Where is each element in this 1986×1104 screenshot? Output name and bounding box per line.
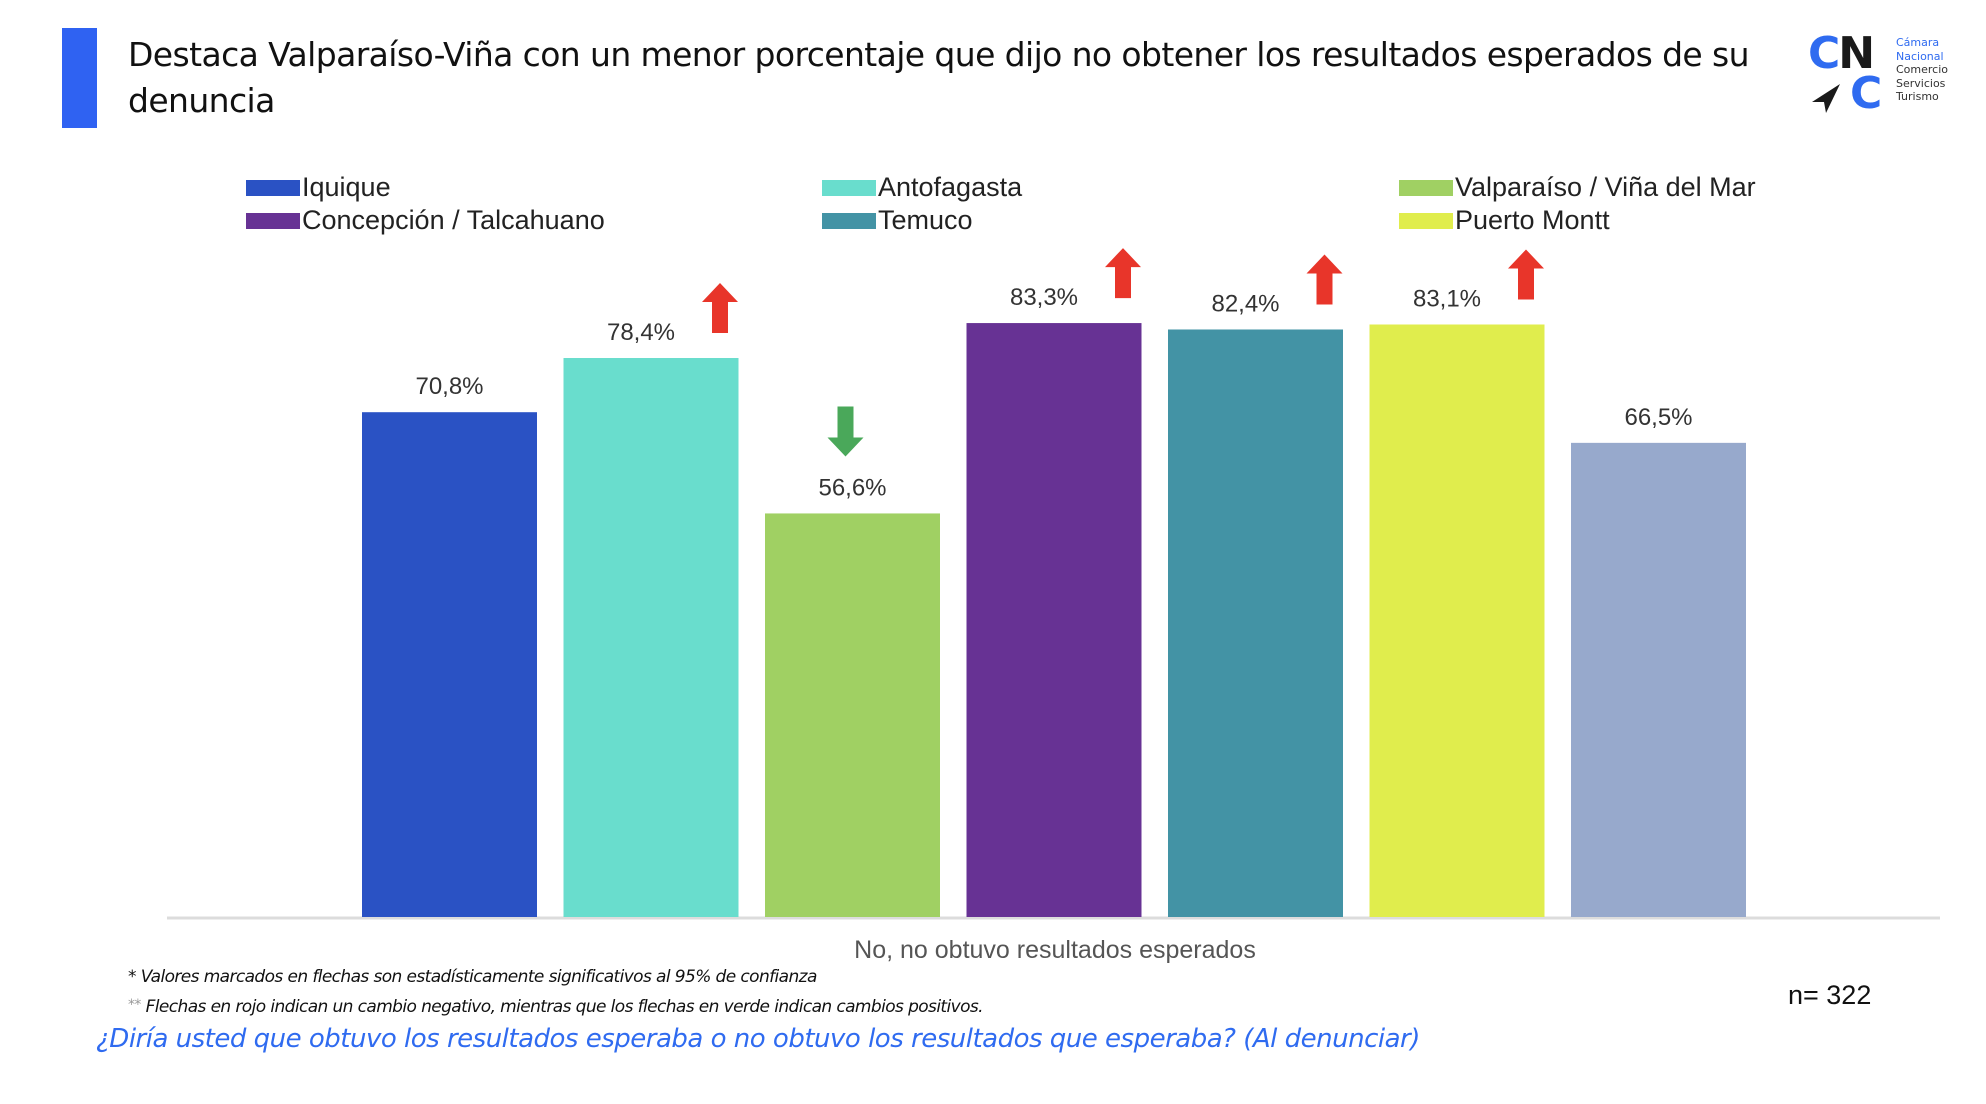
chart-legend: Iquique Antofagasta Valparaíso / Viña de…	[246, 172, 1846, 242]
arrow-up-icon	[702, 283, 738, 334]
logo-word: Nacional	[1896, 49, 1944, 63]
legend-label: Valparaíso / Viña del Mar	[1455, 172, 1756, 202]
legend-item: Valparaíso / Viña del Mar	[1399, 172, 1756, 203]
data-label: 83,1%	[1413, 285, 1481, 312]
footnote-arrows: ** Flechas en rojo indican un cambio neg…	[128, 997, 984, 1017]
data-label: 56,6%	[818, 474, 886, 501]
title-accent-bar	[62, 28, 97, 128]
legend-item: Antofagasta	[822, 172, 1022, 203]
slide-title: Destaca Valparaíso-Viña con un menor por…	[128, 35, 1750, 120]
bar	[1369, 324, 1545, 917]
bar	[1168, 329, 1343, 917]
cnc-logo: CN C Cámara Nacional Comercio Servicios …	[1808, 32, 1978, 122]
arrow-up-icon	[1306, 254, 1343, 305]
legend-swatch	[822, 179, 876, 196]
legend-label: Antofagasta	[878, 172, 1023, 202]
legend-swatch	[246, 212, 300, 229]
legend-label: Iquique	[302, 172, 391, 202]
logo-word: Comercio	[1896, 63, 1949, 76]
legend-swatch	[1399, 212, 1453, 229]
data-label: 70,8%	[415, 373, 483, 400]
data-label: 82,4%	[1211, 290, 1279, 317]
logo-word: Turismo	[1896, 90, 1939, 103]
legend-label: Puerto Montt	[1455, 205, 1610, 235]
arrow-down-icon	[827, 406, 864, 457]
arrow-up-icon	[1508, 249, 1544, 300]
survey-question: ¿Diría usted que obtuvo los resultados e…	[96, 1024, 1420, 1054]
data-label: 66,5%	[1624, 404, 1692, 431]
footnote-arrows-text: Flechas en rojo indican un cambio negati…	[140, 997, 984, 1017]
logo-letter-n: N	[1838, 28, 1875, 79]
logo-words: Cámara Nacional Comercio Servicios Turis…	[1896, 36, 1948, 104]
logo-letters: CN	[1808, 32, 1875, 76]
legend-swatch	[246, 179, 300, 196]
logo-letter-c-bottom: C	[1850, 68, 1883, 119]
legend-item: Temuco	[822, 205, 973, 236]
logo-word: Cámara	[1896, 36, 1940, 49]
logo-letter-c: C	[1808, 28, 1840, 79]
bar	[1571, 442, 1746, 917]
bar	[966, 323, 1142, 917]
legend-label: Concepción / Talcahuano	[302, 205, 605, 235]
x-category-label: No, no obtuvo resultados esperados	[854, 936, 1256, 964]
logo-word: Servicios	[1896, 76, 1946, 90]
legend-item: Puerto Montt	[1399, 205, 1610, 236]
legend-item: Iquique	[246, 172, 391, 203]
legend-label: Temuco	[878, 205, 973, 235]
data-label: 83,3%	[1010, 284, 1078, 311]
bar	[362, 412, 537, 917]
sample-size: n= 322	[1788, 980, 1872, 1010]
footnote-significance: * Valores marcados en flechas son estadí…	[128, 967, 817, 987]
legend-item: Concepción / Talcahuano	[246, 205, 605, 236]
legend-swatch	[822, 212, 876, 229]
footnote-marker: **	[128, 997, 141, 1013]
legend-swatch	[1399, 179, 1453, 196]
data-label: 78,4%	[607, 319, 675, 346]
arrow-up-icon	[1105, 248, 1141, 299]
navigation-arrow-icon	[1812, 84, 1840, 113]
bar	[563, 358, 739, 917]
bar	[765, 513, 940, 917]
